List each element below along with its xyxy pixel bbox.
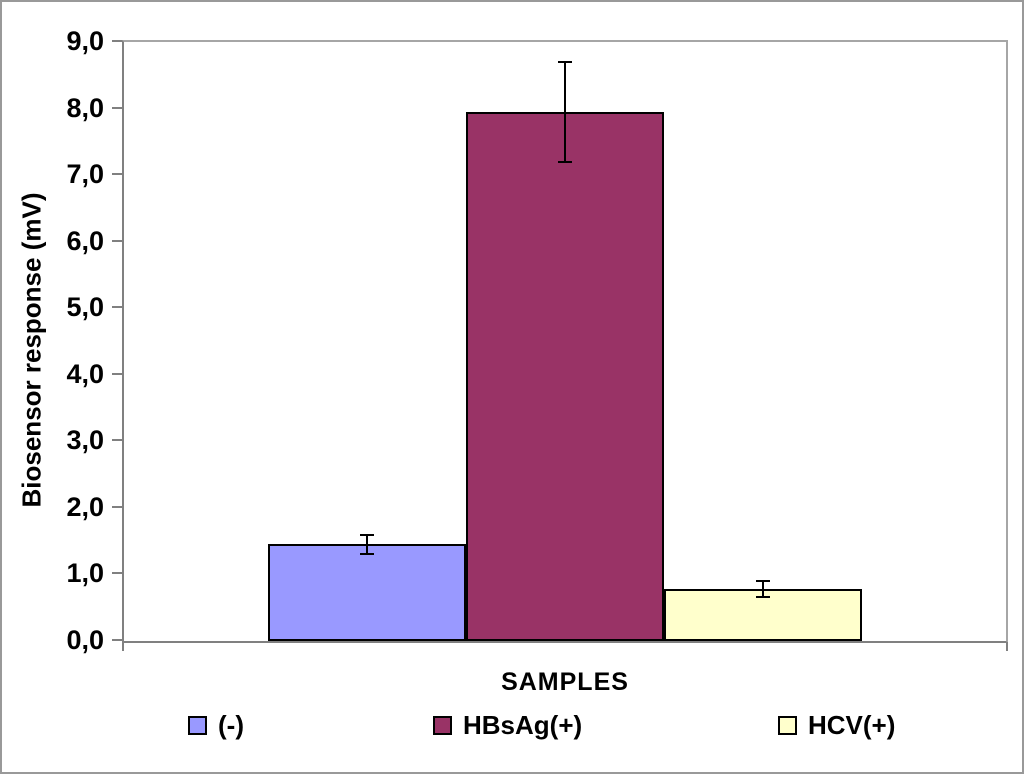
- legend-label: (-): [218, 709, 244, 740]
- y-tick-label: 4,0: [66, 358, 104, 389]
- legend-swatch: [433, 715, 452, 735]
- y-tick-label: 0,0: [66, 625, 104, 655]
- bar-hbsag+: [466, 112, 664, 641]
- x-tick-mark: [1006, 642, 1008, 651]
- y-tick-mark: [112, 505, 122, 508]
- y-tick-mark: [112, 306, 122, 309]
- error-bar-cap-bottom: [756, 596, 770, 599]
- error-bar-cap-top: [558, 60, 572, 63]
- error-bar-line: [762, 581, 764, 598]
- y-tick-label: 5,0: [66, 292, 104, 323]
- legend-item-hcv+: HCV(+): [778, 710, 895, 740]
- y-tick-label: 6,0: [66, 225, 104, 256]
- error-bar-cap-bottom: [558, 160, 572, 163]
- y-tick-mark: [112, 173, 122, 176]
- y-tick-label: 9,0: [66, 26, 104, 56]
- legend-swatch: [188, 715, 207, 735]
- error-bar-cap-top: [756, 580, 770, 583]
- y-tick-label: 8,0: [66, 92, 104, 123]
- legend-swatch: [778, 715, 797, 735]
- legend-item--: (-): [188, 710, 244, 740]
- y-tick-label: 2,0: [66, 491, 104, 522]
- y-tick-label: 7,0: [66, 159, 104, 190]
- y-tick-mark: [112, 239, 122, 242]
- y-tick-mark: [112, 106, 122, 109]
- bar--: [268, 544, 466, 641]
- y-tick-label: 3,0: [66, 425, 104, 456]
- legend-label: HBsAg(+): [463, 709, 583, 740]
- y-tick-mark: [112, 572, 122, 575]
- y-tick-mark: [112, 439, 122, 442]
- error-bar-line: [366, 534, 368, 555]
- y-tick-label: 1,0: [66, 558, 104, 589]
- legend-item-hbsag+: HBsAg(+): [433, 710, 582, 740]
- y-tick-mark: [112, 40, 122, 42]
- error-bar-line: [564, 61, 566, 162]
- legend-label: HCV(+): [808, 709, 896, 740]
- plot-area: [122, 40, 1008, 643]
- x-axis-title: SAMPLES: [501, 668, 629, 696]
- x-tick-mark: [122, 642, 124, 651]
- y-tick-mark: [112, 372, 122, 375]
- error-bar-cap-bottom: [360, 553, 374, 556]
- y-tick-mark: [112, 639, 122, 641]
- legend: (-) HBsAg(+) HCV(+): [2, 710, 1024, 750]
- error-bar-cap-top: [360, 533, 374, 536]
